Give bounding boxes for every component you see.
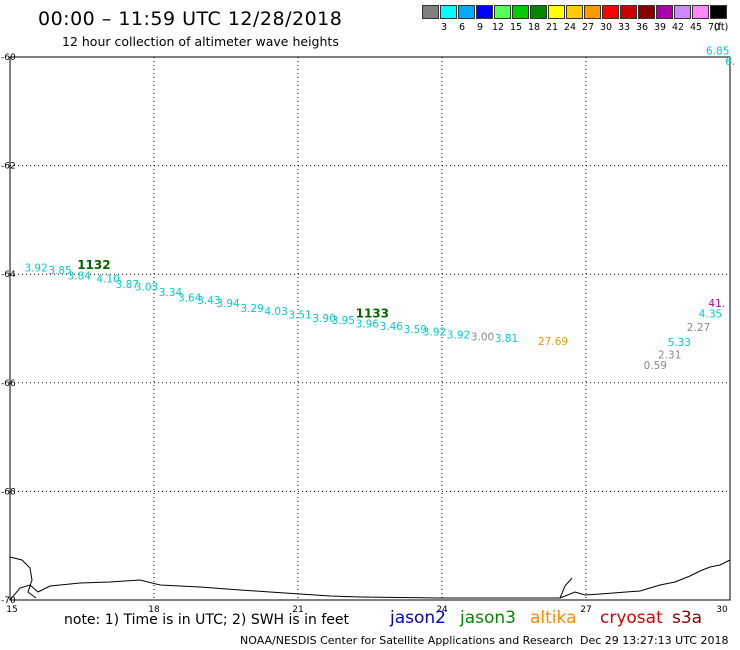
wave-height-label: 2.27 bbox=[687, 322, 710, 334]
legend-label: 33 bbox=[617, 22, 631, 33]
coastline-path bbox=[9, 559, 731, 601]
wave-height-label: 3.87 bbox=[116, 279, 139, 291]
satellite-name: s3a bbox=[672, 608, 703, 628]
legend-label: 12 bbox=[491, 22, 505, 33]
wave-height-label: 4.35 bbox=[699, 309, 722, 321]
longitude-tick-label: 24 bbox=[436, 605, 448, 615]
wave-height-label: 3.43 bbox=[197, 295, 220, 307]
wave-height-label: 3.00 bbox=[471, 331, 494, 343]
satellite-name: jason2 bbox=[390, 608, 446, 628]
wave-height-label: 3.51 bbox=[288, 310, 311, 322]
latitude-tick-label: -64 bbox=[1, 270, 16, 280]
satellite-name: altika bbox=[530, 608, 577, 628]
wave-height-label: 3.29 bbox=[240, 303, 263, 315]
credit-text: NOAA/NESDIS Center for Satellite Applica… bbox=[240, 634, 574, 647]
legend-label: 42 bbox=[671, 22, 685, 33]
legend-label: 24 bbox=[563, 22, 577, 33]
legend-swatch bbox=[566, 5, 583, 19]
legend-label: 18 bbox=[527, 22, 541, 33]
latitude-tick-label: -60 bbox=[1, 53, 16, 63]
generated-timestamp: Dec 29 13:27:13 UTC 2018 bbox=[580, 634, 729, 647]
wave-height-label: 4.10 bbox=[96, 273, 119, 285]
longitude-tick-label: 30 bbox=[716, 605, 728, 615]
wave-height-label: 4.03 bbox=[264, 306, 287, 318]
wave-height-label: 5.33 bbox=[668, 337, 691, 349]
wave-height-label: 3.59 bbox=[404, 324, 427, 336]
wave-height-label: 3.85 bbox=[48, 265, 71, 277]
legend-label: 39 bbox=[653, 22, 667, 33]
wave-height-labels: 3.92 3.853.84 4.103.873.03 3.343.643.433.94… bbox=[24, 45, 735, 372]
pass-number-label: 1133 bbox=[356, 307, 389, 321]
wave-height-label: 3.34 bbox=[159, 287, 183, 299]
legend-swatch bbox=[458, 5, 475, 19]
map-title: 00:00 – 11:59 UTC 12/28/2018 bbox=[38, 8, 343, 30]
legend-swatch bbox=[638, 5, 655, 19]
legend-swatch bbox=[710, 5, 727, 19]
legend-swatch bbox=[440, 5, 457, 19]
wave-height-label: 3.94 bbox=[216, 298, 240, 310]
legend-swatch bbox=[620, 5, 637, 19]
wave-height-label: 3.84 bbox=[68, 271, 92, 283]
map-subtitle: 12 hour collection of altimeter wave hei… bbox=[62, 34, 339, 49]
legend-label: 27 bbox=[581, 22, 595, 33]
legend-label: 70 bbox=[707, 22, 721, 33]
legend-label: 30 bbox=[599, 22, 613, 33]
legend-label: 21 bbox=[545, 22, 559, 33]
latitude-tick-label: -68 bbox=[1, 487, 16, 497]
latitude-tick-label: -70 bbox=[1, 596, 16, 606]
pass-number-label: 1132 bbox=[77, 258, 110, 272]
wave-height-label: 3.03 bbox=[135, 281, 158, 293]
wave-height-label: 41. bbox=[708, 298, 725, 310]
legend-swatch bbox=[548, 5, 565, 19]
wave-height-label: 3.92 bbox=[423, 327, 446, 339]
wave-height-label: 3.64 bbox=[178, 292, 202, 304]
legend-swatch bbox=[422, 5, 439, 19]
legend-label: 9 bbox=[476, 22, 484, 33]
legend-swatch bbox=[494, 5, 511, 19]
latitude-tick-label: -62 bbox=[1, 162, 16, 172]
longitude-tick-label: 15 bbox=[6, 605, 17, 615]
wave-height-label: 27.69 bbox=[538, 336, 568, 348]
legend-label: 3 bbox=[440, 22, 448, 33]
map-frame bbox=[9, 56, 731, 601]
coastline bbox=[9, 556, 731, 601]
legend-label: 45 bbox=[689, 22, 703, 33]
wave-height-label: 3.92 bbox=[24, 262, 47, 274]
legend-swatch bbox=[674, 5, 691, 19]
legend-label: 36 bbox=[635, 22, 649, 33]
satellite-name: jason3 bbox=[460, 608, 516, 628]
legend-label: 6 bbox=[458, 22, 466, 33]
legend-swatch bbox=[602, 5, 619, 19]
wave-height-label: 2.31 bbox=[658, 349, 681, 361]
wave-height-label: 3.46 bbox=[380, 321, 404, 333]
wave-height-label: 6. bbox=[725, 56, 735, 68]
legend-swatch bbox=[584, 5, 601, 19]
wave-height-label: 0.59 bbox=[644, 360, 667, 372]
wave-height-label: 3.96 bbox=[356, 318, 380, 330]
legend-unit: (ft) bbox=[714, 22, 729, 33]
units-note: note: 1) Time is in UTC; 2) SWH is in fe… bbox=[64, 612, 350, 628]
satellite-name: cryosat bbox=[600, 608, 663, 628]
latitude-tick-label: -66 bbox=[1, 379, 16, 389]
legend-swatch bbox=[512, 5, 529, 19]
wave-height-label: 3.95 bbox=[332, 315, 355, 327]
coastline-edge-right bbox=[559, 577, 573, 599]
wave-height-label: 3.81 bbox=[495, 333, 518, 345]
legend-swatch bbox=[656, 5, 673, 19]
longitude-tick-label: 27 bbox=[580, 605, 591, 615]
wave-height-label: 3.90 bbox=[312, 313, 335, 325]
legend-swatch bbox=[476, 5, 493, 19]
wave-height-label: 3.92 bbox=[447, 329, 470, 341]
wave-height-label: 6.85 bbox=[706, 45, 729, 57]
legend-swatch bbox=[692, 5, 709, 19]
longitude-tick-label: 18 bbox=[148, 605, 160, 615]
legend-label: 15 bbox=[509, 22, 523, 33]
axis-tick-labels: 15 18 21 24 27 30 -60 -62 -64 -66 -68 -70 bbox=[1, 53, 728, 615]
longitude-tick-label: 21 bbox=[292, 605, 303, 615]
coastline-edge-left bbox=[9, 556, 37, 599]
legend-swatch bbox=[530, 5, 547, 19]
